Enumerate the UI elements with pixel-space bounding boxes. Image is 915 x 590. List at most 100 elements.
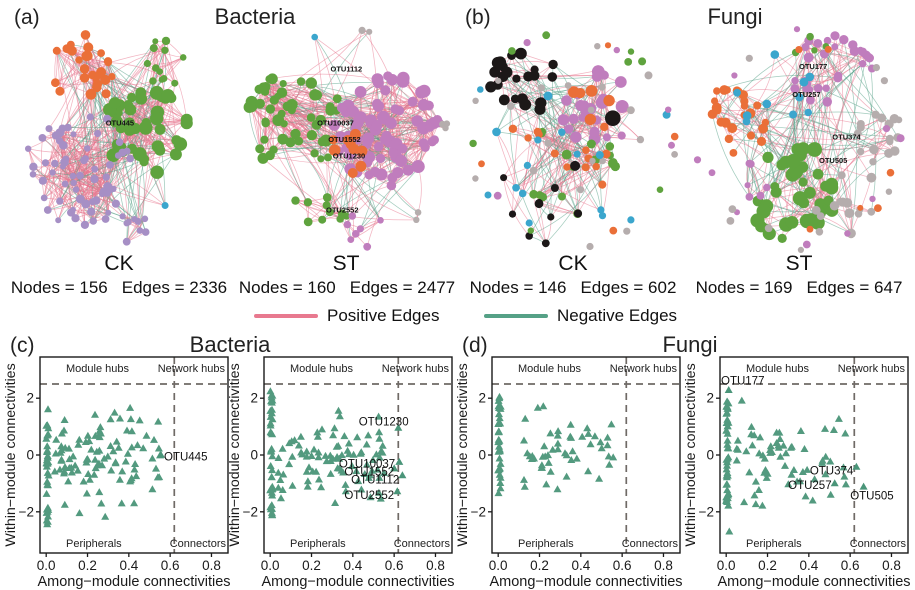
network-fungi-ck xyxy=(469,31,679,251)
network-fungi-st: OTU177 OTU257 OTU374 OTU505 xyxy=(693,26,905,253)
otu-label: OTU1552 xyxy=(328,135,361,144)
axes: 0.0 0.2 0.4 0.6 0.8 −2 0 2 xyxy=(243,391,445,573)
scatter-points xyxy=(722,396,850,535)
svg-text:−2: −2 xyxy=(699,504,714,519)
edges-count: Edges = 2477 xyxy=(349,278,456,297)
network-otu-labels: OTU177 OTU257 OTU374 OTU505 xyxy=(792,62,861,165)
panel-c-title: Bacteria xyxy=(189,332,271,357)
svg-text:0.2: 0.2 xyxy=(530,558,549,573)
svg-text:0.4: 0.4 xyxy=(571,558,590,573)
axes: 0.0 0.2 0.4 0.6 0.8 −2 0 2 xyxy=(471,391,673,573)
scatter-plot-fungi-ck: Module hubs Network hubs Peripherals Connec… xyxy=(456,356,683,590)
nodes-count: Nodes = 156 xyxy=(10,278,108,297)
svg-text:0.6: 0.6 xyxy=(841,558,860,573)
svg-text:Connectors: Connectors xyxy=(850,538,907,550)
scatter-plot-bacteria-ck: OTU445 Module hubs Network hubs Peripherals… xyxy=(4,356,231,590)
svg-text:Module hubs: Module hubs xyxy=(746,363,809,375)
network-bacteria-ck: OTU445 xyxy=(25,30,193,246)
quadrant-labels: Module hubs Network hubs Peripherals Connec… xyxy=(746,363,906,550)
network-otu-labels: OTU445 xyxy=(106,118,134,127)
panel-d-tag: (d) xyxy=(462,334,488,357)
otu-label: OTU1112 xyxy=(331,64,363,73)
svg-text:0.0: 0.0 xyxy=(717,558,736,573)
threshold-lines xyxy=(720,357,908,553)
svg-text:0.6: 0.6 xyxy=(161,558,180,573)
x-axis-label: Among−module connectivities xyxy=(489,574,682,590)
threshold-lines xyxy=(264,357,452,553)
stats-bacteria-st: Nodes = 160 Edges = 2477 xyxy=(232,278,462,298)
otu-label: OTU1230 xyxy=(333,151,366,160)
svg-text:2: 2 xyxy=(26,391,34,406)
y-axis-label: Within−module connectivities xyxy=(4,363,19,546)
network-nodes xyxy=(25,30,193,246)
svg-text:0.2: 0.2 xyxy=(78,558,97,573)
negative-edge-line-swatch xyxy=(484,314,548,318)
svg-text:0.0: 0.0 xyxy=(261,558,280,573)
plot-border xyxy=(491,356,681,554)
edges-count: Edges = 602 xyxy=(580,278,677,297)
otu-label: OTU374 xyxy=(832,133,861,142)
svg-text:0.8: 0.8 xyxy=(202,558,221,573)
edges-count: Edges = 647 xyxy=(806,278,903,297)
otu-label: OTU505 xyxy=(819,156,847,165)
threshold-lines xyxy=(492,357,680,553)
group-label-fungi-ck: CK xyxy=(558,252,588,275)
axes: 0.0 0.2 0.4 0.6 0.8 −2 0 2 xyxy=(19,391,221,573)
svg-text:Connectors: Connectors xyxy=(622,538,679,550)
scatter-points xyxy=(494,392,618,497)
panel-a-tag: (a) xyxy=(14,6,40,29)
positive-edge-line-swatch xyxy=(254,314,318,318)
svg-text:0: 0 xyxy=(26,448,34,463)
svg-text:0.8: 0.8 xyxy=(882,558,901,573)
svg-text:Module hubs: Module hubs xyxy=(66,363,129,375)
otu-point-label: OTU2552 xyxy=(344,490,394,502)
svg-text:0.6: 0.6 xyxy=(385,558,404,573)
x-axis-label: Among−module connectivities xyxy=(37,574,230,590)
panel-c-tag: (c) xyxy=(10,334,35,357)
stats-fungi-ck: Nodes = 146 Edges = 602 xyxy=(458,278,688,298)
svg-text:Connectors: Connectors xyxy=(394,538,451,550)
otu-point-label: OTU1230 xyxy=(359,417,409,429)
otu-label: OTU10037 xyxy=(317,118,354,127)
svg-text:−2: −2 xyxy=(471,504,486,519)
svg-text:Network hubs: Network hubs xyxy=(838,363,906,375)
network-otu-labels: OTU1112 OTU10037 OTU1552 OTU1230 OTU2552 xyxy=(317,64,365,214)
svg-text:Module hubs: Module hubs xyxy=(290,363,353,375)
legend-positive-edges: Positive Edges xyxy=(254,306,439,326)
nodes-count: Nodes = 160 xyxy=(238,278,336,297)
svg-text:Peripherals: Peripherals xyxy=(66,538,122,550)
group-label-fungi-st: ST xyxy=(785,252,813,275)
svg-text:0: 0 xyxy=(478,448,486,463)
panel-a-title: Bacteria xyxy=(214,4,296,29)
scatter-plot-bacteria-st: OTU1230OTU10037OTU1552OTU1112OTU2552Modu… xyxy=(228,356,455,590)
otu-point-label: OTU505 xyxy=(850,490,893,502)
otu-label: OTU445 xyxy=(106,118,134,127)
svg-text:Network hubs: Network hubs xyxy=(158,363,226,375)
panel-b-tag: (b) xyxy=(465,6,491,29)
y-axis-label: Within−module connectivities xyxy=(228,363,243,546)
scatter-points xyxy=(266,387,388,519)
svg-text:−2: −2 xyxy=(19,504,34,519)
svg-text:Network hubs: Network hubs xyxy=(382,363,450,375)
svg-text:0.4: 0.4 xyxy=(799,558,818,573)
svg-text:0: 0 xyxy=(250,448,258,463)
stats-fungi-st: Nodes = 169 Edges = 647 xyxy=(684,278,914,298)
svg-text:Peripherals: Peripherals xyxy=(518,538,574,550)
y-axis-label: Within−module connectivities xyxy=(456,363,471,546)
otu-point-label: OTU1112 xyxy=(351,474,399,486)
quadrant-labels: Module hubs Network hubs Peripherals Connec… xyxy=(518,363,678,550)
svg-text:0.6: 0.6 xyxy=(613,558,632,573)
svg-text:Module hubs: Module hubs xyxy=(518,363,581,375)
svg-text:Network hubs: Network hubs xyxy=(610,363,678,375)
panel-d-title: Fungi xyxy=(662,332,718,357)
otu-label: OTU177 xyxy=(799,62,827,71)
labeled-points: OTU177 OTU374 OTU257 OTU505 xyxy=(721,376,894,503)
svg-text:0.2: 0.2 xyxy=(302,558,321,573)
panel-b-title: Fungi xyxy=(707,4,763,29)
svg-text:0: 0 xyxy=(706,448,714,463)
edges-count: Edges = 2336 xyxy=(121,278,228,297)
negative-edge-label: Negative Edges xyxy=(557,306,678,325)
network-bacteria-st: OTU1112 OTU10037 OTU1552 OTU1230 OTU2552 xyxy=(243,26,451,251)
